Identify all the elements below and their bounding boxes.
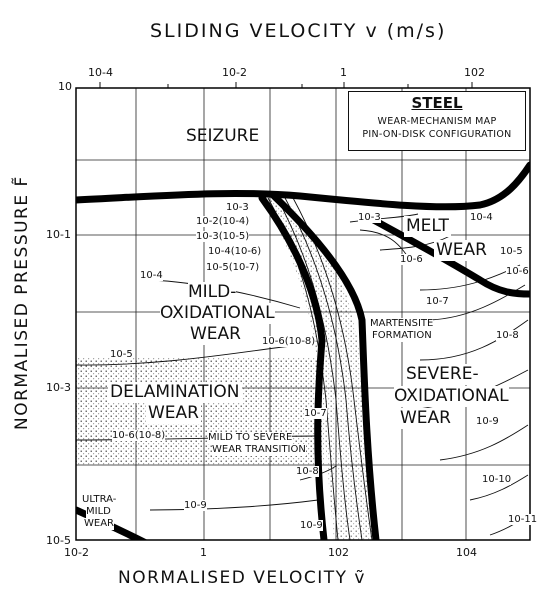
contour-label: 10-5 (500, 246, 523, 257)
contour-label: 10-9 (300, 520, 323, 531)
left-tick-label: 10-5 (46, 534, 71, 547)
top-axis-ticks (99, 82, 473, 88)
region-severe-ox-2: OXIDATIONAL (394, 386, 509, 407)
region-mild-ox-3: WEAR (190, 324, 241, 345)
region-seizure: SEIZURE (186, 126, 260, 146)
contour-label: 10-9 (476, 416, 499, 427)
bottom-tick-label: 10-2 (64, 546, 89, 559)
top-tick-label: 10-4 (88, 66, 113, 79)
contour-label: 10-6(10-8) (262, 336, 316, 347)
bottom-axis-title: NORMALISED VELOCITY ṽ (118, 568, 366, 588)
legend-title: STEEL (411, 94, 463, 112)
legend-box: STEEL WEAR-MECHANISM MAP PIN-ON-DISK CON… (348, 91, 526, 151)
left-tick-label: 10 (58, 80, 72, 93)
contour-label: 10-6 (400, 254, 423, 265)
contour-label: 10-3 (358, 212, 381, 223)
contour-label: 10-11 (508, 514, 538, 525)
contour-label: 10-4(10-6) (208, 246, 262, 257)
region-severe-ox-3: WEAR (400, 408, 451, 429)
top-tick-label: 10-2 (222, 66, 247, 79)
region-melt: MELT (404, 216, 451, 237)
transition-label-2: WEAR TRANSITION (212, 444, 306, 456)
contour-label: 10-8 (496, 330, 519, 341)
legend-line-2: PIN-ON-DISK CONFIGURATION (362, 129, 512, 140)
contour-label: 10-5(10-7) (206, 262, 260, 273)
region-severe-ox-1: SEVERE- (406, 364, 479, 385)
bottom-tick-label: 104 (456, 546, 477, 559)
contour-label: 10-10 (482, 474, 512, 485)
legend-line-1: WEAR-MECHANISM MAP (377, 116, 497, 127)
contour-label: 10-3 (226, 202, 249, 213)
region-ultra-mild-3: WEAR (84, 518, 114, 530)
left-axis-title: NORMALISED PRESSURE F̃ (12, 175, 32, 430)
contour-label: 10-7 (426, 296, 449, 307)
region-delamination-2: WEAR (146, 403, 201, 424)
contour-label: 10-4 (140, 270, 163, 281)
region-ultra-mild-2: MILD (86, 506, 111, 518)
contour-label: 10-3(10-5) (196, 231, 250, 242)
contour-label: 10-7 (304, 408, 327, 419)
region-delamination-1: DELAMINATION (108, 382, 242, 403)
mechanism-boundaries (76, 161, 530, 540)
contour-label: 10-6 (506, 266, 529, 277)
contour-label: 10-4 (470, 212, 493, 223)
martensite-label-2: FORMATION (372, 330, 432, 342)
region-mild-ox-1: MILD- (188, 282, 237, 303)
contour-label: 10-6(10-8) (112, 430, 166, 441)
transition-label-1: MILD TO SEVERE (208, 432, 293, 444)
martensite-label-1: MARTENSITE (370, 318, 434, 330)
contour-label: 10-8 (296, 466, 319, 477)
bottom-tick-label: 102 (328, 546, 349, 559)
contour-label: 10-5 (110, 349, 133, 360)
top-tick-label: 1 (340, 66, 347, 79)
bottom-tick-label: 1 (200, 546, 207, 559)
contour-label: 10-9 (184, 500, 207, 511)
left-tick-label: 10-3 (46, 381, 71, 394)
top-tick-label: 102 (464, 66, 485, 79)
region-ultra-mild-1: ULTRA- (82, 494, 117, 506)
plot-frame (75, 87, 531, 541)
contour-label: 10-2(10-4) (196, 216, 250, 227)
region-mild-ox-2: OXIDATIONAL (160, 303, 275, 324)
region-wear: WEAR (434, 240, 489, 261)
left-tick-label: 10-1 (46, 228, 71, 241)
top-axis-title: SLIDING VELOCITY v (m/s) (150, 20, 447, 42)
